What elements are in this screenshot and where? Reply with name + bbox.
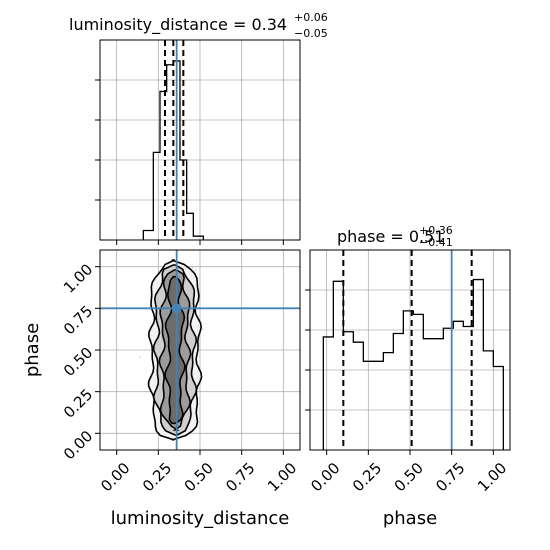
joint-y-tick-label: 0.50	[60, 344, 96, 380]
y-axis-label-phase: phase	[22, 323, 43, 377]
x-axis-label-phase: phase	[383, 508, 437, 529]
phase-title-prefix: phase =	[337, 227, 409, 246]
joint-x-tick-label: 1.00	[264, 459, 300, 495]
phase-x-tick-label: 0.25	[349, 459, 385, 495]
phase-x-tick-label: 0.50	[391, 459, 427, 495]
phase-x-tick-label: 0.75	[432, 459, 468, 495]
phase-x-tick-label: 0.00	[307, 459, 343, 495]
luminosity-distance-title: luminosity_distance = 0.34	[69, 15, 287, 35]
luminosity-distance-title-prefix: luminosity_distance =	[69, 15, 251, 35]
phase-title-plus: +0.36	[419, 224, 453, 237]
phase-title: phase = 0.51	[337, 227, 444, 246]
luminosity-distance-title-value: 0.34	[251, 15, 287, 34]
joint-x-tick-label: 0.75	[222, 459, 258, 495]
joint-sample-point	[195, 269, 197, 271]
phase-x-tick-label: 1.00	[474, 459, 510, 495]
luminosity-distance-title-plus: +0.06	[294, 11, 328, 24]
luminosity-distance-title-minus: −0.05	[294, 27, 328, 40]
joint-y-tick-label: 0.00	[60, 427, 96, 463]
joint-contour-level-4	[164, 275, 186, 425]
phase-title-minus: −0.41	[419, 236, 453, 249]
x-axis-label-luminosity-distance: luminosity_distance	[111, 508, 290, 529]
joint-y-tick-label: 0.75	[60, 302, 96, 338]
joint-truth-marker	[171, 303, 182, 314]
phase-histogram	[322, 278, 504, 450]
joint-x-tick-label: 0.25	[139, 459, 175, 495]
joint-sample-point	[191, 267, 194, 269]
joint-y-tick-label: 1.00	[60, 260, 96, 296]
joint-y-tick-label: 0.25	[60, 385, 96, 421]
phase-title-value: 0.51	[409, 227, 445, 246]
joint-sample-point	[139, 356, 141, 358]
joint-x-tick-label: 0.50	[181, 459, 217, 495]
joint-x-tick-label: 0.00	[97, 459, 133, 495]
joint-sample-point	[201, 328, 204, 331]
